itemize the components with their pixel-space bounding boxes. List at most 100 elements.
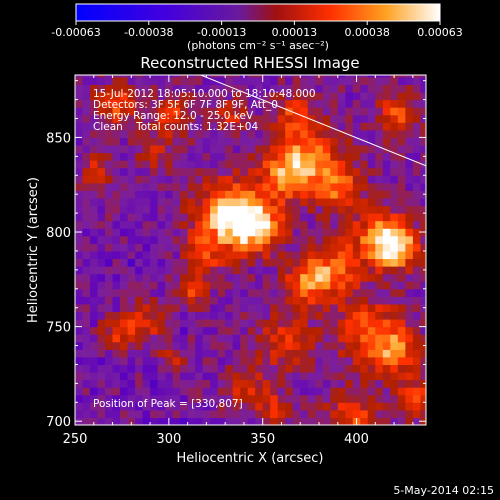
heatmap-cell xyxy=(307,84,316,93)
heatmap-cell xyxy=(330,303,339,312)
heatmap-cell xyxy=(375,114,384,123)
heatmap-cell xyxy=(75,243,83,252)
heatmap-cell xyxy=(330,281,339,290)
heatmap-cell xyxy=(202,137,211,146)
heatmap-cell xyxy=(240,145,249,154)
heatmap-cell xyxy=(240,220,249,229)
heatmap-cell xyxy=(352,205,361,214)
heatmap-cell xyxy=(217,107,226,116)
heatmap-cell xyxy=(382,334,391,343)
heatmap-cell xyxy=(277,326,286,335)
heatmap-cell xyxy=(225,266,234,275)
heatmap-cell xyxy=(345,190,354,199)
heatmap-cell xyxy=(232,250,241,259)
heatmap-cell xyxy=(382,250,391,259)
heatmap-cell xyxy=(345,167,354,176)
y-tick-label: 850 xyxy=(46,131,71,146)
heatmap-cell xyxy=(412,349,421,358)
heatmap-cell xyxy=(412,129,421,138)
heatmap-cell xyxy=(172,76,181,85)
heatmap-cell xyxy=(225,303,234,312)
heatmap-cell xyxy=(382,228,391,237)
heatmap-plot xyxy=(75,75,426,425)
heatmap-cell xyxy=(405,198,414,207)
heatmap-cell xyxy=(157,190,166,199)
heatmap-cell xyxy=(97,122,106,131)
heatmap-cell xyxy=(315,182,324,191)
heatmap-cell xyxy=(112,296,121,305)
heatmap-cell xyxy=(360,129,369,138)
heatmap-cell xyxy=(142,213,151,222)
heatmap-cell xyxy=(150,402,159,411)
heatmap-cell xyxy=(300,402,309,411)
heatmap-cell xyxy=(112,288,121,297)
heatmap-cell xyxy=(352,99,361,108)
heatmap-cell xyxy=(375,258,384,267)
heatmap-cell xyxy=(337,122,346,131)
heatmap-cell xyxy=(90,356,98,365)
heatmap-cell xyxy=(97,334,106,343)
heatmap-cell xyxy=(135,220,144,229)
heatmap-cell xyxy=(150,311,159,320)
heatmap-cell xyxy=(90,394,98,403)
heatmap-cell xyxy=(217,409,226,418)
heatmap-cell xyxy=(202,326,211,335)
heatmap-cell xyxy=(255,190,264,199)
heatmap-cell xyxy=(255,288,264,297)
heatmap-cell xyxy=(262,160,271,169)
heatmap-cell xyxy=(367,114,376,123)
heatmap-cell xyxy=(300,235,309,244)
heatmap-cell xyxy=(202,288,211,297)
heatmap-cell xyxy=(75,182,83,191)
heatmap-cell xyxy=(217,175,226,184)
heatmap-cell xyxy=(360,107,369,116)
heatmap-cell xyxy=(120,167,128,176)
heatmap-cell xyxy=(105,356,113,365)
heatmap-cell xyxy=(262,281,271,290)
heatmap-cell xyxy=(97,190,106,199)
heatmap-cell xyxy=(75,220,83,229)
heatmap-cell xyxy=(195,152,204,161)
heatmap-cell xyxy=(397,228,406,237)
heatmap-cell xyxy=(420,258,426,267)
heatmap-cell xyxy=(97,258,106,267)
heatmap-cell xyxy=(112,387,121,396)
heatmap-cell xyxy=(127,84,136,93)
heatmap-cell xyxy=(247,379,256,388)
heatmap-cell xyxy=(270,266,279,275)
heatmap-cell xyxy=(315,303,324,312)
heatmap-cell xyxy=(247,243,256,252)
heatmap-cell xyxy=(217,213,226,222)
heatmap-cell xyxy=(202,190,211,199)
heatmap-cell xyxy=(270,99,279,108)
heatmap-cell xyxy=(172,190,181,199)
heatmap-cell xyxy=(97,213,106,222)
heatmap-cell xyxy=(120,182,128,191)
heatmap-cell xyxy=(255,349,264,358)
heatmap-cell xyxy=(195,182,204,191)
heatmap-cell xyxy=(195,334,204,343)
heatmap-cell xyxy=(180,198,189,207)
heatmap-cell xyxy=(165,228,174,237)
heatmap-cell xyxy=(240,319,249,328)
heatmap-cell xyxy=(90,129,98,138)
heatmap-cell xyxy=(195,266,204,275)
heatmap-cell xyxy=(157,266,166,275)
heatmap-cell xyxy=(142,273,151,282)
heatmap-cell xyxy=(255,75,264,78)
colorbar-tick-label: 0.00038 xyxy=(344,26,390,39)
heatmap-cell xyxy=(397,296,406,305)
heatmap-cell xyxy=(270,356,279,365)
heatmap-cell xyxy=(90,145,98,154)
heatmap-cell xyxy=(82,273,91,282)
heatmap-cell xyxy=(397,341,406,350)
heatmap-cell xyxy=(382,84,391,93)
heatmap-cell xyxy=(120,114,128,123)
heatmap-cell xyxy=(90,84,98,93)
heatmap-cell xyxy=(300,288,309,297)
heatmap-cell xyxy=(202,228,211,237)
heatmap-cell xyxy=(270,75,279,78)
heatmap-cell xyxy=(112,122,121,131)
heatmap-cell xyxy=(105,250,113,259)
heatmap-cell xyxy=(337,190,346,199)
